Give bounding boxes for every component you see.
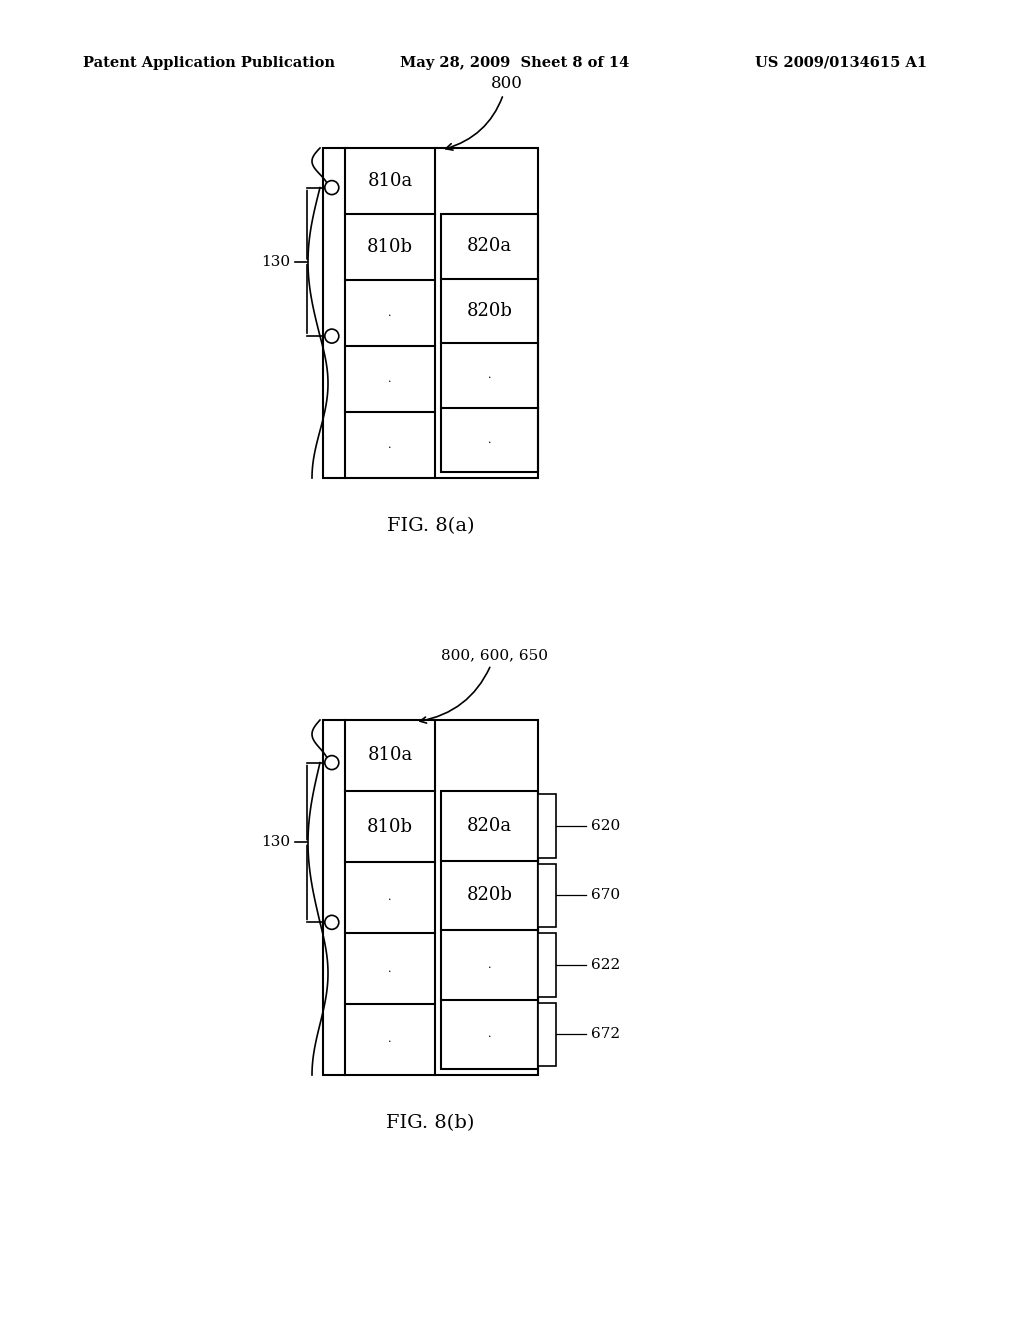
Text: 620: 620 [591, 818, 621, 833]
Text: .: . [388, 892, 392, 903]
Text: 820a: 820a [467, 817, 512, 834]
Text: FIG. 8(b): FIG. 8(b) [386, 1114, 475, 1133]
Text: 130: 130 [261, 836, 290, 850]
Text: US 2009/0134615 A1: US 2009/0134615 A1 [755, 55, 927, 70]
Text: 622: 622 [591, 958, 621, 972]
Circle shape [325, 181, 339, 194]
Text: 810b: 810b [367, 238, 413, 256]
Text: .: . [487, 370, 492, 380]
Text: .: . [388, 440, 392, 450]
Text: .: . [388, 1035, 392, 1044]
Text: .: . [388, 374, 392, 384]
Text: 820a: 820a [467, 238, 512, 255]
Circle shape [325, 329, 339, 343]
Text: 670: 670 [591, 888, 621, 903]
Bar [538, 933, 556, 997]
Text: May 28, 2009  Sheet 8 of 14: May 28, 2009 Sheet 8 of 14 [400, 55, 630, 70]
Circle shape [325, 915, 339, 929]
Text: 820b: 820b [467, 302, 512, 319]
Text: .: . [388, 964, 392, 974]
Text: .: . [487, 434, 492, 445]
Bar [441, 214, 538, 473]
Text: FIG. 8(a): FIG. 8(a) [387, 517, 474, 535]
Text: .: . [388, 308, 392, 318]
Text: 672: 672 [591, 1027, 621, 1041]
Text: 130: 130 [261, 255, 290, 269]
Text: 800, 600, 650: 800, 600, 650 [420, 648, 548, 723]
Text: 810b: 810b [367, 817, 413, 836]
Bar [538, 1002, 556, 1067]
Circle shape [325, 755, 339, 770]
Text: .: . [487, 1030, 492, 1039]
Text: Patent Application Publication: Patent Application Publication [83, 55, 335, 70]
Bar [323, 148, 538, 478]
Text: 810a: 810a [368, 747, 413, 764]
Text: .: . [487, 960, 492, 970]
Bar [323, 719, 538, 1074]
Text: 800: 800 [445, 74, 522, 150]
Bar [538, 795, 556, 858]
Text: 810a: 810a [368, 172, 413, 190]
Text: 820b: 820b [467, 886, 512, 904]
Bar [538, 863, 556, 927]
Bar [441, 791, 538, 1069]
